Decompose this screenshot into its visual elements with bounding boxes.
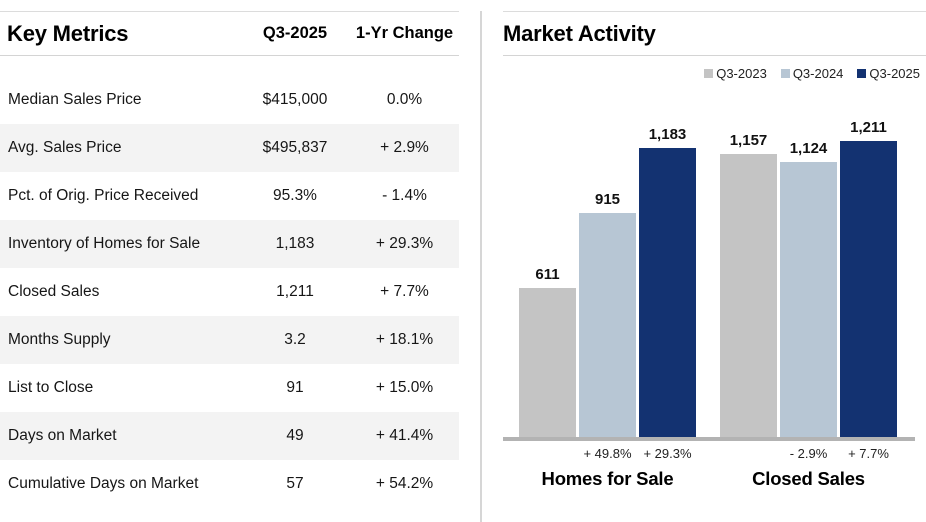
metric-value: 57 (286, 475, 304, 492)
group-category-label: Homes for Sale (541, 468, 674, 489)
metric-label: Inventory of Homes for Sale (8, 235, 201, 252)
bar-item: 1,183 (639, 126, 696, 437)
metric-change: + 18.1% (375, 331, 434, 348)
metric-change: + 54.2% (375, 475, 434, 492)
table-row: Pct. of Orig. Price Received 95.3% - 1.4% (0, 172, 459, 220)
key-metrics-header: Key Metrics Q3-2025 1-Yr Change (0, 11, 459, 56)
metric-label: Days on Market (8, 427, 117, 444)
metric-change: + 41.4% (375, 427, 434, 444)
column-header-change: 1-Yr Change (355, 24, 454, 42)
legend-swatch-icon (857, 69, 867, 78)
bar (579, 213, 636, 437)
metric-label: Median Sales Price (8, 91, 142, 108)
bar-value-label: 915 (594, 191, 621, 208)
table-row: Closed Sales 1,211 + 7.7% (0, 268, 459, 316)
market-activity-title: Market Activity (503, 20, 656, 46)
legend-label: Q3-2023 (716, 66, 767, 81)
table-row: Months Supply 3.2 + 18.1% (0, 316, 459, 364)
metric-label: Closed Sales (8, 283, 100, 300)
bar-item: 1,157 (720, 132, 777, 437)
metric-change: 0.0% (386, 91, 423, 108)
table-row: Inventory of Homes for Sale 1,183 + 29.3% (0, 220, 459, 268)
bar-value-label: 611 (535, 266, 560, 283)
bar-value-label: 1,124 (789, 140, 828, 157)
bar (780, 162, 837, 437)
bar-pct-change-label: - 2.9% (789, 446, 828, 461)
bar-item: 611 (519, 266, 576, 437)
legend-swatch-icon (780, 69, 790, 78)
metric-value: 3.2 (284, 331, 306, 348)
metric-label: Pct. of Orig. Price Received (8, 187, 199, 204)
table-row: Median Sales Price $415,000 0.0% (0, 76, 459, 124)
table-row: Cumulative Days on Market 57 + 54.2% (0, 460, 459, 508)
metric-label: List to Close (8, 379, 94, 396)
metric-value: $415,000 (262, 91, 328, 108)
table-row: Days on Market 49 + 41.4% (0, 412, 459, 460)
market-activity-header: Market Activity (503, 11, 926, 56)
bar-item: 1,211 (840, 119, 897, 437)
bar-value-label: 1,157 (729, 132, 768, 149)
bar-pct-change-label: + 49.8% (583, 446, 632, 461)
legend-swatch-icon (704, 69, 714, 78)
chart-legend: Q3-2023 Q3-2024 Q3-2025 (704, 66, 920, 81)
metric-change: + 29.3% (375, 235, 434, 252)
table-row: Avg. Sales Price $495,837 + 2.9% (0, 124, 459, 172)
bar (840, 141, 897, 437)
bar-pct-change-label (720, 446, 777, 461)
x-axis-baseline (503, 437, 915, 441)
legend-item: Q3-2025 (857, 66, 920, 81)
bar-groups: 611 915 1,183 + 49.8% + 29.3% Homes for Sale 1… (503, 117, 915, 490)
bar-item: 915 (579, 191, 636, 437)
bar-item: 1,124 (780, 140, 837, 437)
panel-divider (480, 11, 482, 522)
bar-chart: 611 915 1,183 + 49.8% + 29.3% Homes for Sale 1… (503, 117, 915, 490)
metric-label: Cumulative Days on Market (8, 475, 199, 492)
table-row: List to Close 91 + 15.0% (0, 364, 459, 412)
legend-item: Q3-2024 (780, 66, 844, 81)
key-metrics-title: Key Metrics (7, 20, 129, 46)
bar-group: 611 915 1,183 + 49.8% + 29.3% Homes for Sale (519, 117, 696, 490)
group-category-label: Closed Sales (752, 468, 865, 489)
bar-pct-change-label (519, 446, 576, 461)
legend-label: Q3-2025 (869, 66, 920, 81)
legend-label: Q3-2024 (792, 66, 844, 81)
metric-change: - 1.4% (382, 187, 427, 204)
metric-value: 1,183 (275, 235, 315, 252)
key-metrics-table: Median Sales Price $415,000 0.0% Avg. Sales… (0, 76, 459, 508)
bar (639, 148, 696, 437)
metric-value: 95.3% (273, 187, 317, 204)
metric-value: 49 (286, 427, 304, 444)
bar-pct-change-label: + 7.7% (848, 446, 889, 461)
bar-group: 1,157 1,124 1,211 - 2.9% + 7.7% Closed Sales (720, 117, 897, 490)
metric-value: 91 (286, 379, 304, 396)
legend-item: Q3-2023 (704, 66, 767, 81)
bar (720, 154, 777, 437)
metric-change: + 2.9% (380, 139, 429, 156)
metric-change: + 7.7% (380, 283, 429, 300)
bar (519, 288, 576, 437)
metric-value: 1,211 (276, 283, 314, 300)
bar-value-label: 1,211 (850, 119, 887, 136)
column-header-period: Q3-2025 (262, 24, 328, 42)
metric-label: Avg. Sales Price (8, 139, 122, 156)
bar-value-label: 1,183 (648, 126, 687, 143)
metric-label: Months Supply (8, 331, 111, 348)
bar-pct-change-label: + 29.3% (643, 446, 692, 461)
metric-change: + 15.0% (375, 379, 434, 396)
metric-value: $495,837 (262, 139, 328, 156)
